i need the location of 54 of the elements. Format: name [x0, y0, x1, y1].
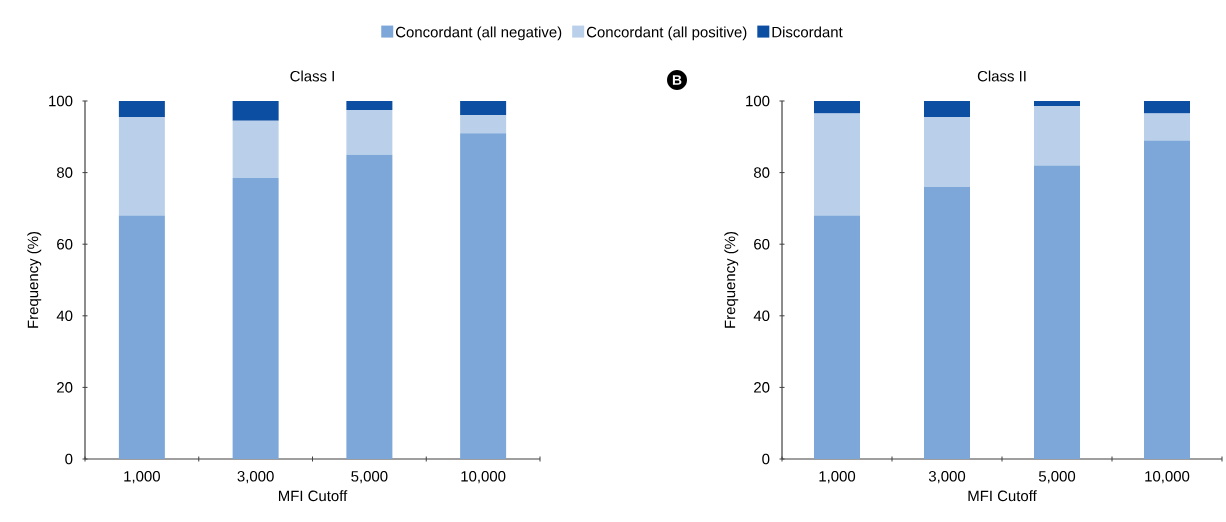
bar [460, 133, 507, 459]
text: B [672, 75, 682, 85]
bar [232, 120, 279, 178]
bar [1034, 165, 1081, 459]
y-tick-label: 80 [754, 167, 770, 178]
bar [118, 215, 165, 459]
y-tick-label: 0 [762, 453, 770, 465]
y-tick-label: 0 [65, 453, 73, 465]
legend-label: Concordant (all positive) [586, 26, 747, 41]
x-tick-label: 5,000 [351, 471, 388, 484]
x-axis-title: MFI Cutoff [278, 490, 348, 502]
bar [924, 186, 971, 459]
y-tick-label: 60 [57, 238, 73, 250]
legend-label: Concordant (all negative) [395, 26, 562, 41]
y-tick-label: 60 [754, 238, 770, 250]
bar [232, 101, 279, 121]
bar [1034, 106, 1081, 166]
y-tick-label: 100 [49, 95, 73, 107]
bar [460, 115, 507, 134]
x-tick-label: 10,000 [1145, 471, 1190, 484]
x-tick-label: 3,000 [237, 471, 274, 484]
x-tick-label: 10,000 [461, 471, 506, 484]
bar [232, 177, 279, 459]
x-axis-title: MFI Cutoff [968, 490, 1037, 502]
bar [924, 117, 971, 187]
x-tick-label: 5,000 [1038, 471, 1076, 484]
bar [118, 117, 165, 216]
x-tick-label: 3,000 [928, 471, 966, 484]
bar [1144, 113, 1191, 141]
bar [814, 101, 861, 114]
bar [814, 113, 861, 216]
bar [346, 154, 393, 459]
y-tick-label: 20 [754, 382, 770, 393]
bar [1144, 101, 1191, 114]
chart-title: Class II [977, 70, 1026, 82]
bar [460, 101, 507, 116]
bar [1144, 140, 1191, 459]
x-tick-label: 1,000 [124, 471, 160, 484]
y-axis-title: Frequency (%) [724, 231, 739, 328]
bar [346, 109, 393, 155]
y-tick-label: 40 [753, 310, 770, 322]
bar [814, 215, 861, 459]
bar [118, 101, 165, 118]
y-tick-label: 80 [57, 167, 73, 178]
y-tick-label: 100 [746, 95, 770, 107]
chart-title: Class I [290, 70, 334, 82]
x-tick-label: 1,000 [819, 471, 856, 484]
y-tick-label: 40 [56, 310, 73, 322]
bar [1034, 101, 1081, 107]
bar [346, 101, 393, 110]
bar [924, 101, 971, 118]
y-tick-label: 20 [57, 382, 73, 393]
y-axis-title: Frequency (%) [27, 231, 42, 328]
legend-label: Discordant [772, 26, 843, 38]
